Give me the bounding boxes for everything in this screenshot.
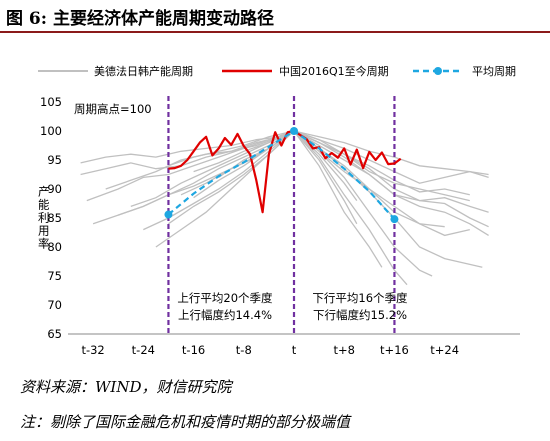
x-tick-label: t+24	[430, 343, 459, 357]
annotation-text: 上行幅度约14.4%	[178, 308, 272, 322]
y-tick-label: 85	[47, 211, 62, 225]
gray-cycle-line	[193, 130, 489, 176]
gray-cycle-line	[193, 130, 383, 268]
y-tick-label: 100	[40, 124, 62, 138]
x-tick-label: t	[292, 343, 297, 357]
legend-marker	[434, 67, 442, 75]
main-series	[164, 127, 402, 224]
footnote: 注：剔除了国际金融危机和疫情时期的部分极端值	[20, 413, 351, 431]
annotation-text: 下行幅度约15.2%	[313, 308, 407, 322]
gray-cycle-line	[105, 130, 470, 237]
gray-cycle-line	[168, 130, 433, 277]
figure-title: 图 6: 主要经济体产能周期变动路径	[6, 9, 274, 29]
y-tick-label: 80	[47, 240, 62, 254]
average-cycle-point	[290, 127, 298, 135]
y-tick-label: 90	[47, 182, 62, 196]
china-cycle-line	[168, 129, 402, 214]
legend-label: 中国2016Q1至今周期	[279, 64, 389, 78]
chart: 65 70 75 80 85 90 95 100 105 t-32 t-24 t-16 t-8 t t+8 t…	[38, 64, 520, 357]
y-tick-label: 65	[47, 327, 62, 341]
chart-axes: 65 70 75 80 85 90 95 100 105 t-32 t-24 t-16 t-8 t t+8 t…	[38, 95, 520, 357]
gray-cycle-line	[80, 130, 489, 213]
gray-cycle-line	[92, 130, 489, 228]
x-tick-label: t-8	[236, 343, 252, 357]
annotation-text: 上行平均20个季度	[177, 291, 273, 305]
y-tick-label: 95	[47, 153, 62, 167]
y-axis-label: 产能利用率	[38, 185, 50, 251]
legend-label: 平均周期	[472, 65, 516, 78]
legend: 美德法日韩产能周期 中国2016Q1至今周期 平均周期	[38, 64, 516, 78]
average-cycle-point	[164, 210, 173, 219]
x-tick-label: t+16	[380, 343, 409, 357]
peak-label: 周期高点=100	[74, 102, 152, 116]
background-series	[80, 130, 489, 286]
x-tick-label: t-32	[81, 343, 104, 357]
annotation-text: 下行平均16个季度	[312, 291, 408, 305]
average-cycle-line	[167, 129, 396, 220]
x-tick-label: t-16	[182, 343, 205, 357]
source-note: 资料来源：WIND，财信研究院	[20, 378, 232, 396]
title-rule	[0, 31, 550, 33]
x-tick-label: t-24	[132, 343, 155, 357]
y-tick-label: 105	[40, 95, 62, 109]
gray-cycle-line	[86, 130, 489, 236]
gray-cycle-line	[168, 130, 470, 202]
legend-label: 美德法日韩产能周期	[94, 64, 193, 78]
average-cycle-point	[390, 215, 399, 224]
y-tick-label: 70	[47, 298, 62, 312]
y-tick-label: 75	[47, 269, 62, 283]
x-tick-label: t+8	[333, 343, 354, 357]
